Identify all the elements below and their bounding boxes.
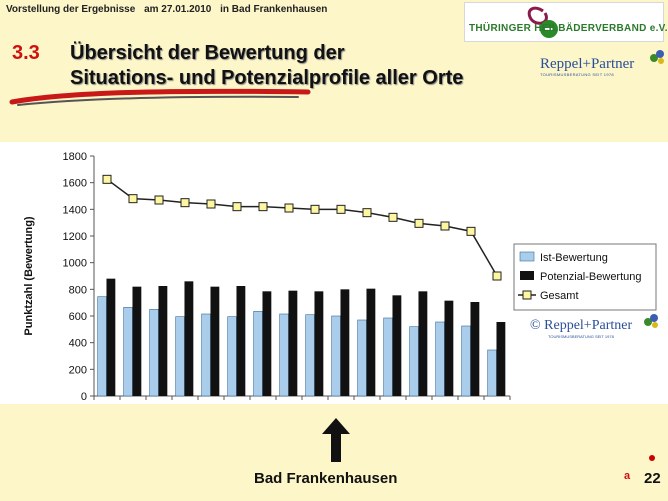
point-gesamt [180, 198, 190, 208]
heilbaederverband-logo-text: THÜRINGER HEILBÄDERVERBAND e.V. [469, 23, 668, 34]
y-tick-label: 1600 [63, 178, 87, 190]
bar-ist-bewertung [305, 314, 315, 397]
bar-ist-bewertung [201, 313, 211, 397]
y-tick-label: 0 [81, 391, 87, 403]
point-gesamt [414, 218, 424, 228]
bar-potenzial-bewertung [288, 290, 298, 396]
bar-line-chart: 0 200 400 600 800 1000 1200 1400 1600 1800 Punktza… [23, 151, 657, 403]
header-presentation: Vorstellung der Ergebnisse [6, 4, 136, 15]
point-gesamt [206, 199, 216, 209]
bar-ist-bewertung [123, 307, 133, 397]
bar-ist-bewertung [409, 326, 419, 397]
chart-reppel-partner-subtitle: TOURISMUSBERATUNG SEIT 1978 [548, 334, 614, 339]
page-number: 22 [644, 470, 661, 487]
legend-swatch-ist [519, 251, 535, 262]
legend-swatch-gesamt-marker [522, 290, 532, 300]
y-tick-label: 600 [69, 311, 87, 323]
bar-potenzial-bewertung [340, 289, 350, 396]
bar-potenzial-bewertung [132, 286, 142, 396]
bar-ist-bewertung [461, 325, 471, 397]
bar-ist-bewertung [487, 349, 497, 397]
bar-ist-bewertung [435, 321, 445, 397]
reppel-partner-dots-icon [650, 50, 664, 64]
bar-potenzial-bewertung [444, 300, 454, 396]
section-title-line1: Übersicht der Bewertung der [70, 42, 345, 64]
bar-ist-bewertung [331, 315, 341, 397]
point-gesamt [128, 194, 138, 204]
heilbaederverband-logo: THÜRINGER HEILBÄDERVERBAND e.V. [464, 2, 667, 42]
point-gesamt [492, 271, 502, 281]
point-gesamt [362, 208, 372, 218]
bar-potenzial-bewertung [314, 291, 324, 396]
bar-potenzial-bewertung [496, 322, 506, 396]
bar-potenzial-bewertung [184, 281, 194, 396]
bar-ist-bewertung [279, 313, 289, 397]
y-axis-title: Punktzahl (Bewertung) [23, 216, 35, 336]
point-gesamt [440, 221, 450, 231]
point-gesamt [258, 202, 268, 212]
y-tick-label: 200 [69, 364, 87, 376]
reppel-partner-name: Reppel+Partner [540, 56, 635, 72]
bar-potenzial-bewertung [262, 291, 272, 396]
point-gesamt [466, 226, 476, 236]
reppel-partner-logo: Reppel+Partner TOURISMUSBERATUNG SEIT 19… [540, 56, 664, 86]
bar-ist-bewertung [253, 311, 263, 397]
bar-potenzial-bewertung [236, 286, 246, 396]
y-tick-label: 400 [69, 338, 87, 350]
y-tick-label: 1400 [63, 204, 87, 216]
legend-swatch-potenzial [520, 271, 534, 280]
point-gesamt [154, 195, 164, 205]
point-gesamt [232, 202, 242, 212]
bar-potenzial-bewertung [158, 286, 168, 396]
point-gesamt [310, 204, 320, 214]
title-swoosh-decoration [9, 88, 311, 106]
bar-ist-bewertung [97, 296, 107, 397]
bar-ist-bewertung [357, 319, 367, 397]
footer-location-label: Bad Frankenhausen [254, 470, 398, 487]
footer-marker: a [624, 470, 631, 482]
bar-ist-bewertung [175, 316, 185, 397]
y-tick-label: 1000 [63, 258, 87, 270]
bar-potenzial-bewertung [210, 286, 220, 396]
point-gesamt [336, 204, 346, 214]
section-number: 3.3 [12, 42, 40, 64]
bar-potenzial-bewertung [106, 278, 116, 396]
header-bar: Vorstellung der Ergebnisse am 27.01.2010… [6, 4, 333, 15]
reppel-partner-subtitle: TOURISMUSBERATUNG SEIT 1978 [540, 72, 614, 77]
point-gesamt [284, 203, 294, 213]
y-tick-label: 1200 [63, 231, 87, 243]
legend-label: Gesamt [540, 290, 579, 302]
chart-area: 0 200 400 600 800 1000 1200 1400 1600 1800 Punktza… [0, 142, 668, 404]
bar-potenzial-bewertung [418, 291, 428, 396]
bar-ist-bewertung [149, 309, 159, 397]
legend-label: Ist-Bewertung [540, 252, 608, 264]
chart-reppel-partner-logo: © Reppel+Partner TOURISMUSBERATUNG SEIT … [530, 318, 664, 348]
legend-box [513, 243, 657, 311]
header-place: in Bad Frankenhausen [220, 4, 328, 15]
chart-reppel-partner-name: © Reppel+Partner [530, 318, 633, 333]
footer-red-dot [649, 455, 655, 461]
header-date: am 27.01.2010 [144, 4, 212, 15]
bar-ist-bewertung [383, 317, 393, 397]
point-gesamt [388, 212, 398, 222]
arrow-up-icon [322, 418, 350, 462]
section-title-line2: Situations- und Potenzialprofile aller O… [70, 67, 464, 89]
point-gesamt [102, 174, 112, 184]
bar-potenzial-bewertung [470, 302, 480, 396]
line-gesamt [106, 178, 498, 277]
y-tick-label: 1800 [63, 151, 87, 163]
bar-potenzial-bewertung [366, 288, 376, 396]
heilbaederverband-logo-graphic [527, 6, 558, 38]
legend-label: Potenzial-Bewertung [540, 271, 642, 283]
y-tick-label: 800 [69, 284, 87, 296]
chart-reppel-partner-dots-icon [644, 314, 658, 328]
bar-ist-bewertung [227, 316, 237, 397]
bar-potenzial-bewertung [392, 295, 402, 396]
